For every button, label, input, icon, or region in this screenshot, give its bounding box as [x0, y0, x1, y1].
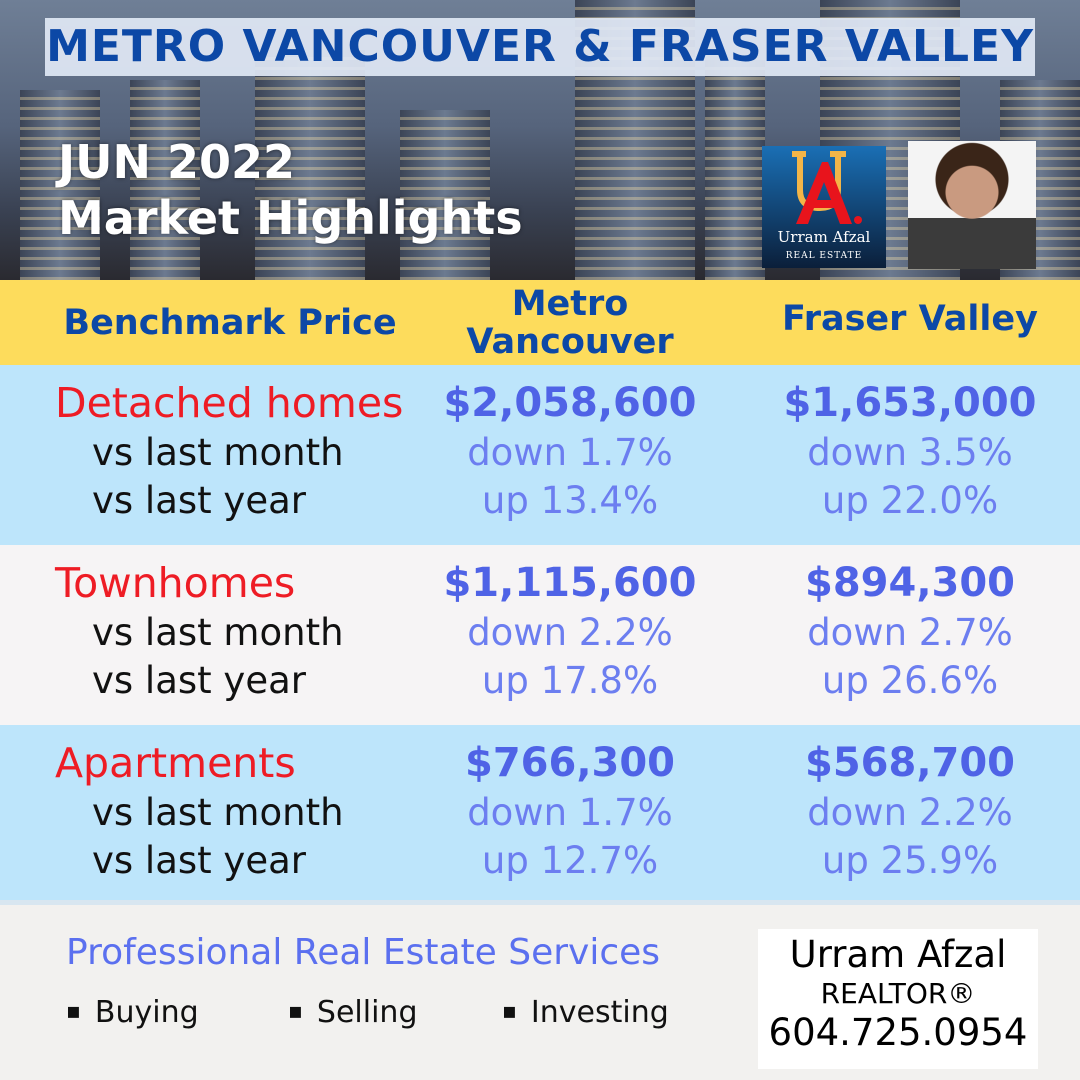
contact-phone[interactable]: 604.725.0954	[768, 1011, 1028, 1054]
metro-price: $766,300	[464, 740, 676, 786]
logo-name: Urram Afzal	[777, 228, 871, 246]
city-skyline	[130, 80, 200, 280]
col-header-benchmark: Benchmark Price	[63, 303, 397, 343]
sub-label: vs last month	[92, 431, 344, 474]
table-row: Apartments vs last month vs last year $7…	[0, 725, 1080, 900]
metro-month-change: down 2.2%	[467, 611, 673, 654]
sub-label: vs last month	[92, 611, 344, 654]
agent-photo	[908, 141, 1036, 269]
report-month: JUN 2022	[58, 135, 296, 189]
property-type: Detached homes	[55, 379, 404, 427]
city-skyline	[400, 110, 490, 280]
col-header-metro: Metro Vancouver	[466, 284, 674, 362]
fraser-price: $894,300	[804, 560, 1016, 606]
sub-label: vs last year	[92, 659, 306, 702]
sub-label: vs last month	[92, 791, 344, 834]
contact-name: Urram Afzal	[789, 933, 1007, 976]
property-type: Townhomes	[55, 559, 296, 607]
metro-year-change: up 17.8%	[481, 659, 659, 702]
header-banner: METRO VANCOUVER & FRASER VALLEY JUN 2022…	[0, 0, 1080, 280]
fraser-year-change: up 22.0%	[821, 479, 999, 522]
title-box: METRO VANCOUVER & FRASER VALLEY	[45, 18, 1035, 76]
metro-month-change: down 1.7%	[467, 431, 673, 474]
city-skyline	[705, 60, 765, 280]
metro-month-change: down 1.7%	[467, 791, 673, 834]
fraser-year-change: up 26.6%	[821, 659, 999, 702]
fraser-price: $568,700	[804, 740, 1016, 786]
services-title: Professional Real Estate Services	[66, 932, 661, 973]
fraser-month-change: down 3.5%	[807, 431, 1013, 474]
table-row: Detached homes vs last month vs last yea…	[0, 365, 1080, 545]
contact-role: REALTOR®	[820, 977, 976, 1010]
brand-logo: Urram Afzal REAL ESTATE	[762, 146, 886, 268]
city-skyline	[20, 90, 100, 280]
col-header-fraser: Fraser Valley	[782, 299, 1038, 339]
service-item: Investing	[502, 993, 669, 1032]
service-item: Selling	[288, 993, 418, 1032]
fraser-month-change: down 2.2%	[807, 791, 1013, 834]
fraser-year-change: up 25.9%	[821, 839, 999, 882]
property-type: Apartments	[55, 739, 296, 787]
table-header: Benchmark Price Metro Vancouver Fraser V…	[0, 280, 1080, 365]
metro-price: $1,115,600	[443, 560, 697, 606]
report-subtitle: Market Highlights	[58, 191, 523, 245]
metro-year-change: up 12.7%	[481, 839, 659, 882]
sub-label: vs last year	[92, 839, 306, 882]
fraser-month-change: down 2.7%	[807, 611, 1013, 654]
metro-price: $2,058,600	[443, 380, 697, 426]
logo-monogram-icon	[792, 151, 862, 224]
sub-label: vs last year	[92, 479, 306, 522]
footer: Professional Real Estate Services Buying…	[0, 900, 1080, 1080]
contact-card: Urram Afzal REALTOR® 604.725.0954	[758, 929, 1038, 1069]
service-item: Buying	[66, 993, 199, 1032]
table-row: Townhomes vs last month vs last year $1,…	[0, 545, 1080, 725]
logo-tagline: REAL ESTATE	[785, 251, 863, 261]
page-title: METRO VANCOUVER & FRASER VALLEY	[46, 21, 1034, 72]
metro-year-change: up 13.4%	[481, 479, 659, 522]
fraser-price: $1,653,000	[783, 380, 1037, 426]
city-skyline	[255, 50, 365, 280]
